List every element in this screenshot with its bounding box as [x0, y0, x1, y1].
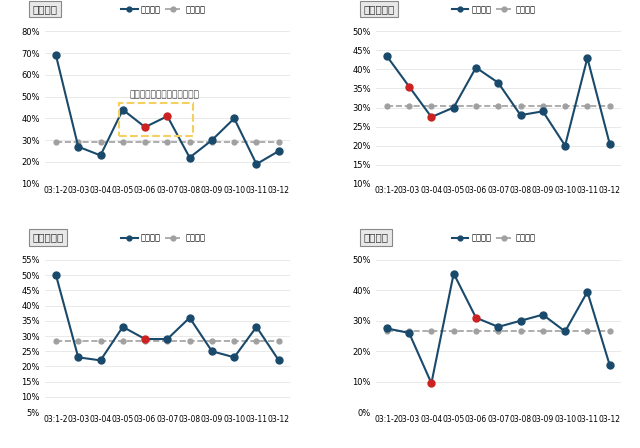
Text: 增速快速反弹并持续盘踞高位: 增速快速反弹并持续盘踞高位: [129, 91, 199, 100]
Text: 销售面积: 销售面积: [33, 4, 58, 14]
Text: 开发投资额: 开发投资额: [364, 4, 395, 14]
Legend: 单月同比, 全年增速: 单月同比, 全年增速: [449, 2, 540, 17]
Legend: 单月同比, 全年增速: 单月同比, 全年增速: [118, 2, 209, 17]
Text: 施工面积: 施工面积: [364, 233, 388, 242]
Legend: 单月同比, 全年增速: 单月同比, 全年增速: [449, 231, 540, 246]
Legend: 单月同比, 全年增速: 单月同比, 全年增速: [118, 231, 209, 246]
Text: 新开工面积: 新开工面积: [33, 233, 64, 242]
